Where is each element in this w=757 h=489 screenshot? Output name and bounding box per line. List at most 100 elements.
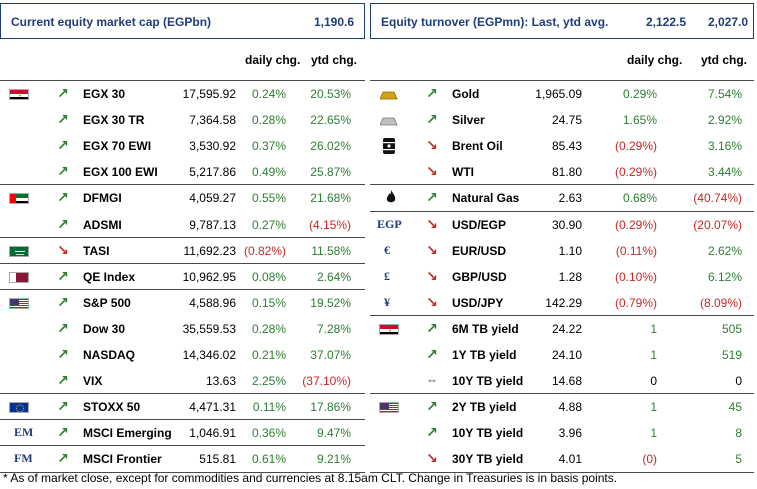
- instrument-value: 3,530.92: [189, 139, 236, 154]
- instrument-name: EUR/USD: [452, 243, 507, 258]
- ytd-change: 17.86%: [310, 400, 351, 415]
- up-arrow-icon: ↗: [426, 346, 438, 362]
- daily-change: (0.79%): [614, 295, 657, 310]
- footnote: * As of market close, except for commodi…: [3, 471, 618, 485]
- instrument-value: 4,471.31: [189, 400, 236, 415]
- daily-change: 0.29%: [622, 87, 657, 101]
- daily-change: (0.29%): [614, 165, 657, 180]
- instrument-name: WTI: [452, 165, 474, 180]
- instrument-value: 142.29: [545, 295, 582, 310]
- instrument-name: 2Y TB yield: [452, 400, 517, 415]
- equity-turnover-header: Equity turnover (EGPmn): Last, ytd avg. …: [370, 3, 754, 39]
- instrument-value: 1,046.91: [189, 426, 236, 441]
- down-arrow-icon: ↘: [426, 241, 438, 258]
- table-row: ↗ Silver 24.75 1.65% 2.92%: [370, 107, 754, 133]
- instrument-value: 14,346.02: [182, 348, 236, 362]
- daily-change: 0.61%: [251, 452, 286, 467]
- egypt-flag-icon: [379, 323, 399, 335]
- table-row: ↘ Brent Oil 85.43 (0.29%) 3.16%: [370, 133, 754, 159]
- instrument-name: STOXX 50: [83, 400, 141, 415]
- column-header-daily: daily chg.: [245, 53, 301, 67]
- up-arrow-icon: ↗: [426, 319, 438, 336]
- up-arrow-icon: ↗: [57, 137, 69, 154]
- daily-change: 0.27%: [251, 217, 286, 232]
- up-arrow-icon: ↗: [57, 215, 69, 232]
- header-title: Current equity market cap (EGPbn): [11, 15, 212, 29]
- table-row: ↗ EGX 30 TR 7,364.58 0.28% 22.65%: [0, 107, 365, 133]
- table-row: ↗ 6M TB yield 24.22 1 505: [370, 316, 754, 342]
- instrument-name: VIX: [83, 374, 103, 389]
- up-arrow-icon: ↗: [426, 85, 438, 101]
- up-arrow-icon: ↗: [57, 293, 69, 310]
- table-row: EM ↗ MSCI Emerging 1,046.91 0.36% 9.47%: [0, 420, 365, 446]
- symbol-icon: EGP: [377, 216, 402, 231]
- header-title: Equity turnover (EGPmn): Last, ytd avg.: [381, 15, 609, 29]
- column-header-ytd: ytd chg.: [701, 53, 748, 67]
- instrument-name: Dow 30: [83, 321, 126, 336]
- up-arrow-icon: ↗: [426, 111, 438, 128]
- instrument-name: EGX 30 TR: [83, 113, 145, 128]
- table-row: ↗ S&P 500 4,588.96 0.15% 19.52%: [0, 290, 365, 316]
- down-arrow-icon: ↘: [426, 450, 438, 467]
- symbol-icon: £: [384, 268, 390, 283]
- table-row: ↗ EGX 100 EWI 5,217.86 0.49% 25.87%: [0, 159, 365, 185]
- down-arrow-icon: ↘: [57, 241, 69, 258]
- instrument-value: 1.28: [558, 269, 582, 284]
- instrument-value: 4.01: [558, 452, 582, 467]
- ytd-change: 3.44%: [707, 165, 742, 180]
- row-separator: [0, 419, 365, 421]
- daily-change: 0.24%: [251, 87, 286, 101]
- daily-change: 2.25%: [251, 374, 286, 389]
- qatar-flag-icon: [9, 271, 29, 283]
- header-value: 1,190.6: [314, 15, 355, 29]
- table-row: ↗ 10Y TB yield 3.96 1 8: [370, 420, 754, 446]
- instrument-value: 85.43: [551, 139, 582, 154]
- instrument-value: 1.10: [558, 243, 582, 258]
- daily-change: (0.29%): [614, 139, 657, 154]
- flat-arrow-icon: ⇔: [426, 373, 438, 388]
- instrument-name: MSCI Emerging: [83, 426, 172, 441]
- table-row: EGP ↘ USD/EGP 30.90 (0.29%) (20.07%): [370, 212, 754, 238]
- symbol-icon: EM: [14, 425, 34, 440]
- instrument-value: 2.63: [558, 191, 582, 206]
- daily-change: 0.49%: [251, 165, 286, 180]
- ytd-change: 2.62%: [707, 243, 742, 258]
- ytd-change: 519: [721, 348, 742, 362]
- usa-flag-icon: [379, 402, 399, 414]
- flame-icon: [386, 190, 396, 207]
- instrument-value: 30.90: [551, 217, 582, 232]
- instrument-name: Natural Gas: [452, 191, 520, 206]
- instrument-value: 9,787.13: [189, 217, 236, 232]
- table-row: ↗ VIX 13.63 2.25% (37.10%): [0, 368, 365, 394]
- instrument-value: 4,059.27: [189, 191, 236, 206]
- instrument-name: TASI: [83, 243, 110, 258]
- down-arrow-icon: ↘: [426, 137, 438, 154]
- ytd-change: (8.09%): [699, 295, 742, 310]
- column-header-daily: daily chg.: [627, 53, 683, 67]
- ytd-change: 2.64%: [316, 269, 351, 284]
- row-separator: [0, 236, 365, 238]
- daily-change: 1: [650, 400, 657, 415]
- table-row: FM ↗ MSCI Frontier 515.81 0.61% 9.21%: [0, 446, 365, 472]
- up-arrow-icon: ↗: [57, 189, 69, 206]
- ytd-change: 5: [735, 452, 742, 467]
- daily-change: 0.08%: [251, 269, 286, 284]
- table-row: ↗ ADSMI 9,787.13 0.27% (4.15%): [0, 212, 365, 238]
- table-row: ↗ DFMGI 4,059.27 0.55% 21.68%: [0, 185, 365, 211]
- up-arrow-icon: ↗: [57, 163, 69, 180]
- up-arrow-icon: ↗: [57, 267, 69, 284]
- ytd-change: 22.65%: [310, 113, 351, 128]
- daily-change: 0.55%: [251, 191, 286, 206]
- instrument-name: 10Y TB yield: [452, 426, 524, 441]
- instrument-value: 5,217.86: [189, 165, 236, 180]
- daily-change: 0.68%: [622, 191, 657, 206]
- eu-flag-icon: [9, 402, 29, 414]
- instrument-value: 24.10: [551, 348, 582, 362]
- table-row: ↗ QE Index 10,962.95 0.08% 2.64%: [0, 264, 365, 290]
- daily-change: (0.82%): [243, 243, 286, 258]
- up-arrow-icon: ↗: [57, 111, 69, 128]
- ytd-change: 19.52%: [310, 295, 351, 310]
- ytd-change: (40.74%): [693, 191, 742, 206]
- daily-change: 0.28%: [251, 321, 286, 336]
- instrument-name: USD/EGP: [452, 217, 507, 232]
